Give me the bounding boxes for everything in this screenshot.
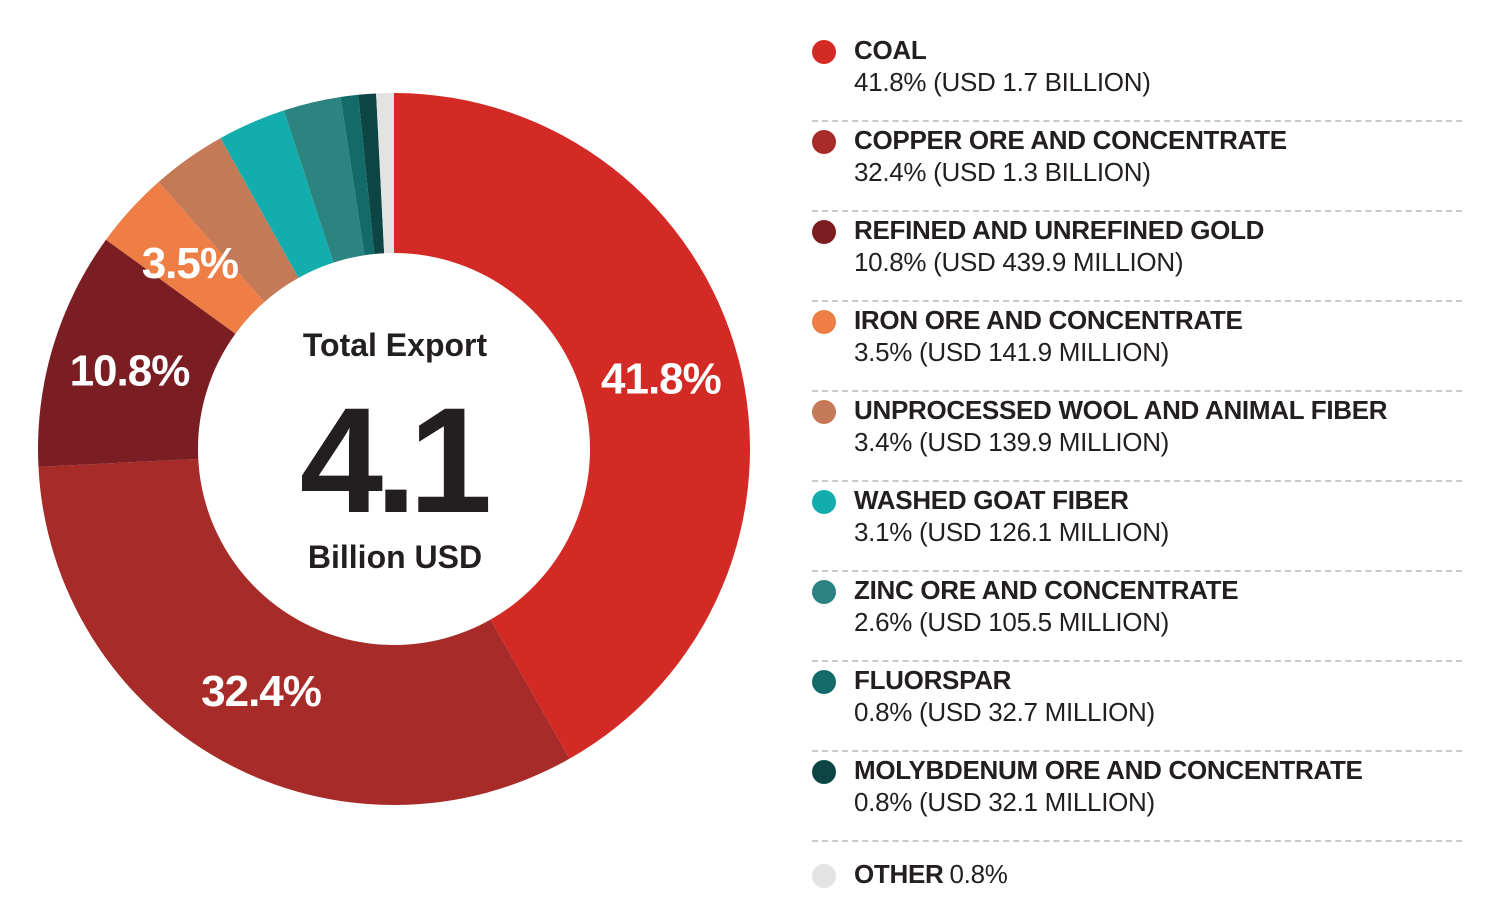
- legend-text: OTHER 0.8%: [854, 842, 1462, 890]
- slice-zinc-ore-and-concentrate: [283, 97, 365, 263]
- slice-label-copper-ore-and-concentrate: 32.4%: [201, 667, 321, 716]
- legend-name: COPPER ORE AND CONCENTRATE: [854, 125, 1287, 155]
- slice-molybdenum-ore-and-concentrate: [358, 93, 385, 254]
- slice-label-iron-ore-and-concentrate: 3.5%: [142, 239, 238, 288]
- legend-item-zinc-ore-and-concentrate: ZINC ORE AND CONCENTRATE 2.6% (USD 105.5 …: [812, 572, 1462, 662]
- legend-value: 0.8%: [949, 859, 1008, 889]
- center-title: Total Export: [303, 327, 488, 363]
- legend-value: 3.5% (USD 141.9 MILLION): [854, 337, 1170, 367]
- legend-value: 2.6% (USD 105.5 MILLION): [854, 607, 1170, 637]
- legend-value: 32.4% (USD 1.3 BILLION): [854, 157, 1151, 187]
- legend-name: IRON ORE AND CONCENTRATE: [854, 305, 1243, 335]
- donut-slices: [37, 93, 750, 805]
- legend-name: WASHED GOAT FIBER: [854, 485, 1129, 515]
- slice-washed-goat-fiber: [220, 110, 334, 278]
- center-total-value: 4.1: [300, 376, 489, 544]
- legend-swatch: [812, 310, 836, 334]
- legend-item-fluorspar: FLUORSPAR 0.8% (USD 32.7 MILLION): [812, 662, 1462, 752]
- legend-item-washed-goat-fiber: WASHED GOAT FIBER 3.1% (USD 126.1 MILLION…: [812, 482, 1462, 572]
- legend-swatch: [812, 400, 836, 424]
- legend-text: ZINC ORE AND CONCENTRATE 2.6% (USD 105.5 …: [854, 572, 1462, 638]
- legend-text: COPPER ORE AND CONCENTRATE 32.4% (USD 1.3…: [854, 122, 1462, 188]
- slice-unprocessed-wool-and-animal-fiber: [158, 138, 299, 302]
- legend-name: MOLYBDENUM ORE AND CONCENTRATE: [854, 755, 1363, 785]
- slice-fluorspar: [340, 94, 375, 256]
- legend-item-coal: COAL 41.8% (USD 1.7 BILLION): [812, 32, 1462, 122]
- legend-item-molybdenum-ore-and-concentrate: MOLYBDENUM ORE AND CONCENTRATE 0.8% (USD …: [812, 752, 1462, 842]
- slice-refined-and-unrefined-gold: [37, 239, 236, 467]
- slice-copper-ore-and-concentrate: [38, 458, 570, 805]
- legend-item-other: OTHER 0.8%: [812, 842, 1462, 898]
- legend-text: UNPROCESSED WOOL AND ANIMAL FIBER 3.4% (U…: [854, 392, 1462, 458]
- legend-text: COAL 41.8% (USD 1.7 BILLION): [854, 32, 1462, 98]
- slice-labels: 41.8% 32.4% 10.8% 3.5%: [70, 239, 722, 716]
- slice-coal: [394, 93, 750, 759]
- legend-swatch: [812, 220, 836, 244]
- legend-swatch: [812, 40, 836, 64]
- legend-value: 41.8% (USD 1.7 BILLION): [854, 67, 1151, 97]
- legend-swatch: [812, 864, 836, 888]
- legend-swatch: [812, 760, 836, 784]
- legend-name: ZINC ORE AND CONCENTRATE: [854, 575, 1239, 605]
- legend-text: FLUORSPAR 0.8% (USD 32.7 MILLION): [854, 662, 1462, 728]
- slice-iron-ore-and-concentrate: [105, 181, 265, 334]
- legend-value: 3.1% (USD 126.1 MILLION): [854, 517, 1170, 547]
- legend-value: 3.4% (USD 139.9 MILLION): [854, 427, 1170, 457]
- legend-text: IRON ORE AND CONCENTRATE 3.5% (USD 141.9 …: [854, 302, 1462, 368]
- legend-text: WASHED GOAT FIBER 3.1% (USD 126.1 MILLION…: [854, 482, 1462, 548]
- legend-name: OTHER: [854, 859, 944, 889]
- donut-chart: 41.8% 32.4% 10.8% 3.5% Total Export 4.1 Bil…: [37, 93, 750, 805]
- slice-other: [376, 93, 394, 254]
- legend-value: 0.8% (USD 32.1 MILLION): [854, 787, 1155, 817]
- legend-swatch: [812, 580, 836, 604]
- legend-swatch: [812, 670, 836, 694]
- legend: COAL 41.8% (USD 1.7 BILLION) COPPER ORE AN…: [812, 32, 1462, 898]
- legend-swatch: [812, 490, 836, 514]
- legend-text: MOLYBDENUM ORE AND CONCENTRATE 0.8% (USD …: [854, 752, 1462, 818]
- slice-label-coal: 41.8%: [601, 355, 721, 404]
- legend-value: 0.8% (USD 32.7 MILLION): [854, 697, 1155, 727]
- legend-item-unprocessed-wool-and-animal-fiber: UNPROCESSED WOOL AND ANIMAL FIBER 3.4% (U…: [812, 392, 1462, 482]
- legend-name: UNPROCESSED WOOL AND ANIMAL FIBER: [854, 395, 1388, 425]
- legend-text: REFINED AND UNREFINED GOLD 10.8% (USD 439…: [854, 212, 1462, 278]
- legend-name: FLUORSPAR: [854, 665, 1012, 695]
- legend-name: COAL: [854, 35, 927, 65]
- center-unit: Billion USD: [308, 539, 482, 575]
- legend-swatch: [812, 130, 836, 154]
- legend-item-iron-ore-and-concentrate: IRON ORE AND CONCENTRATE 3.5% (USD 141.9 …: [812, 302, 1462, 392]
- slice-label-refined-and-unrefined-gold: 10.8%: [70, 346, 190, 395]
- legend-name: REFINED AND UNREFINED GOLD: [854, 215, 1265, 245]
- legend-item-refined-and-unrefined-gold: REFINED AND UNREFINED GOLD 10.8% (USD 439…: [812, 212, 1462, 302]
- legend-value: 10.8% (USD 439.9 MILLION): [854, 247, 1184, 277]
- legend-item-copper-ore-and-concentrate: COPPER ORE AND CONCENTRATE 32.4% (USD 1.3…: [812, 122, 1462, 212]
